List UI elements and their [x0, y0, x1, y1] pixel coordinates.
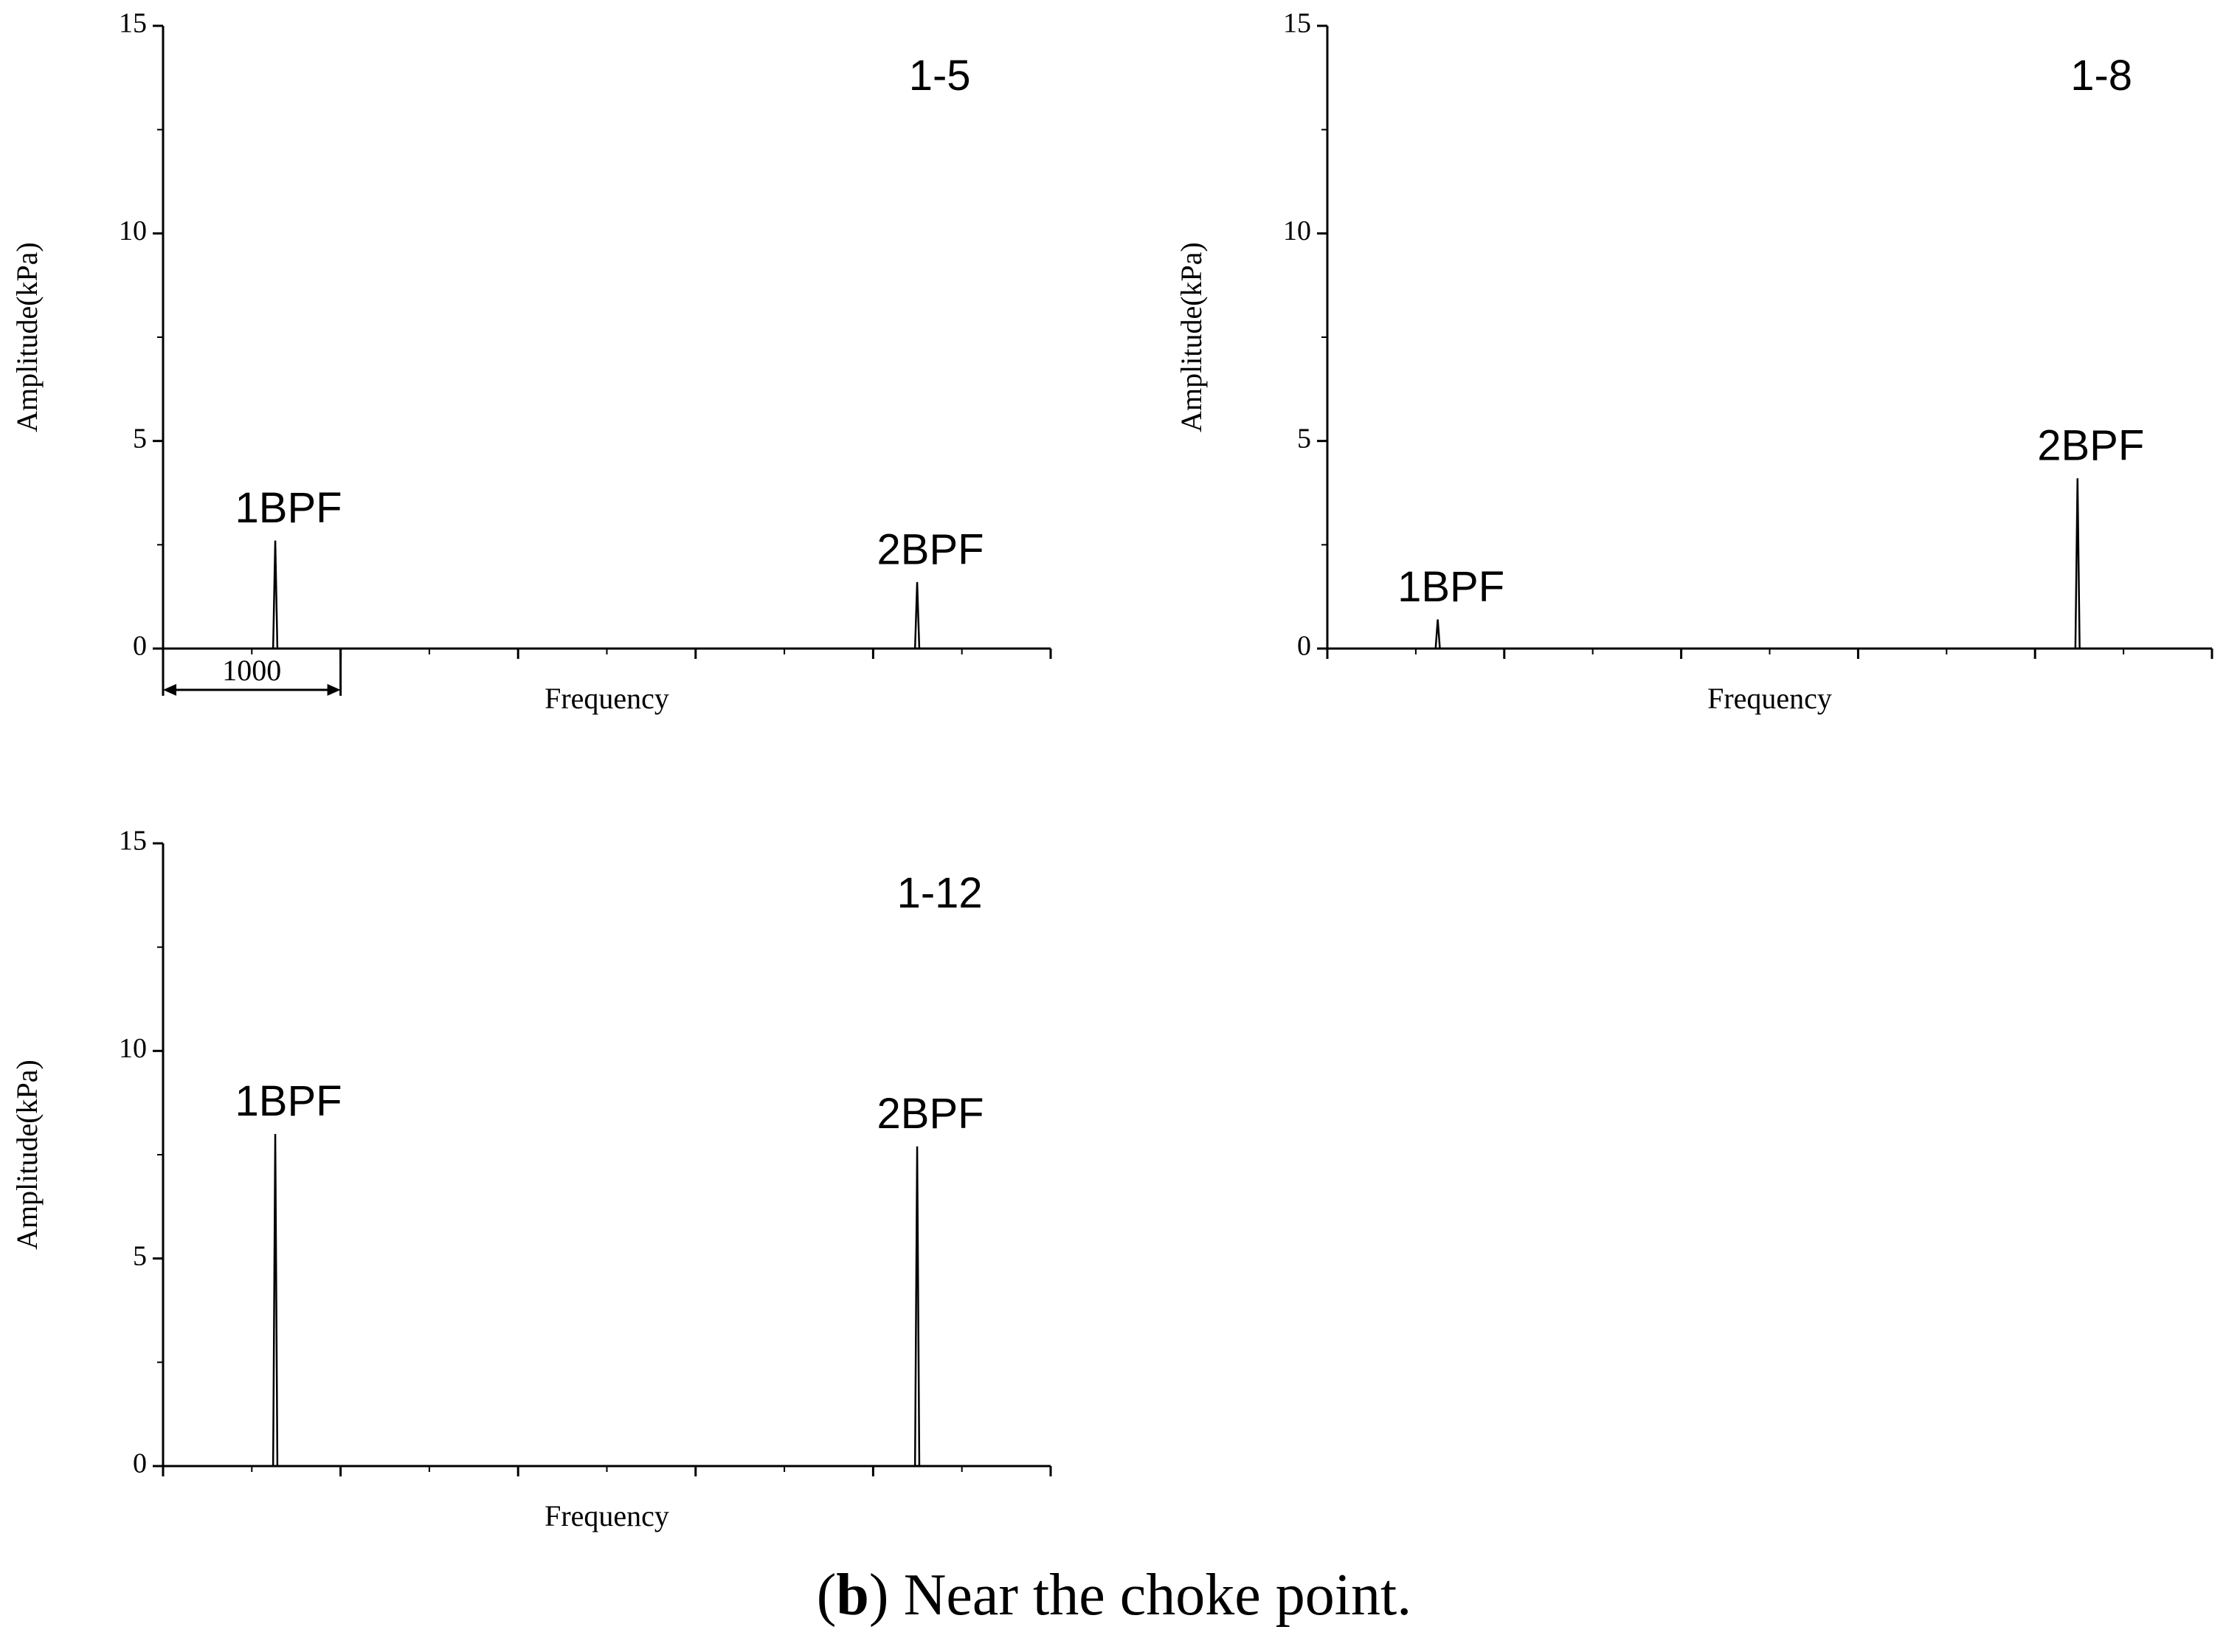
y-tick-label: 0: [133, 631, 147, 662]
y-tick-label: 0: [133, 1448, 147, 1479]
spectrum-line: [163, 540, 1051, 650]
caption-open: (: [817, 1563, 837, 1628]
y-tick-label: 10: [119, 215, 147, 246]
x-axis-label: Frequency: [545, 1499, 669, 1532]
y-axis-label: Amplitude(kPa): [10, 242, 44, 432]
y-tick-label: 0: [1297, 631, 1311, 662]
y-tick-label: 15: [119, 826, 147, 857]
y-axis-label: Amplitude(kPa): [10, 1060, 44, 1250]
x-axis-label: Frequency: [1707, 682, 1832, 715]
caption-text: ) Near the choke point.: [869, 1563, 1411, 1628]
y-tick-label: 10: [1283, 215, 1311, 246]
y-axis-label: Amplitude(kPa): [1175, 242, 1208, 432]
arrow-head: [327, 684, 341, 696]
caption: (b) Near the choke point.: [817, 1563, 1411, 1628]
y-tick-label: 5: [133, 1240, 147, 1271]
y-tick-label: 15: [1283, 8, 1311, 39]
spectrum-line: [1327, 478, 2212, 650]
caption-letter: b: [836, 1563, 869, 1628]
chart: 0 5 10 15 Frequency Amplitude(kPa) 1-12 1BPF 2BP…: [10, 826, 1052, 1532]
y-tick-label: 5: [133, 423, 147, 454]
arrow-head: [163, 684, 176, 696]
peak-annotation: 2BPF: [877, 1090, 984, 1138]
peak-annotation: 1BPF: [1397, 563, 1504, 611]
chart: 0 5 10 15 Frequency Amplitude(kPa) 1-8 1BPF 2BPF: [1175, 8, 2213, 715]
y-tick-label: 10: [119, 1033, 147, 1064]
span-label: 1000: [222, 654, 281, 687]
peak-annotation: 1BPF: [235, 1077, 342, 1125]
panel-label: 1-12: [897, 869, 983, 917]
y-tick-label: 15: [119, 8, 147, 39]
chart: 0 5 10 15 Frequency Amplitude(kPa) 1-5 1BPF 2BPF…: [10, 8, 1052, 715]
peak-annotation: 2BPF: [2037, 422, 2144, 470]
peak-annotation: 2BPF: [877, 525, 984, 573]
panel-label: 1-8: [2070, 52, 2132, 100]
panel-label: 1-5: [909, 52, 971, 100]
x-axis-label: Frequency: [545, 682, 669, 715]
y-tick-label: 5: [1297, 423, 1311, 454]
spectrum-line: [163, 1133, 1051, 1468]
peak-annotation: 1BPF: [235, 484, 342, 532]
